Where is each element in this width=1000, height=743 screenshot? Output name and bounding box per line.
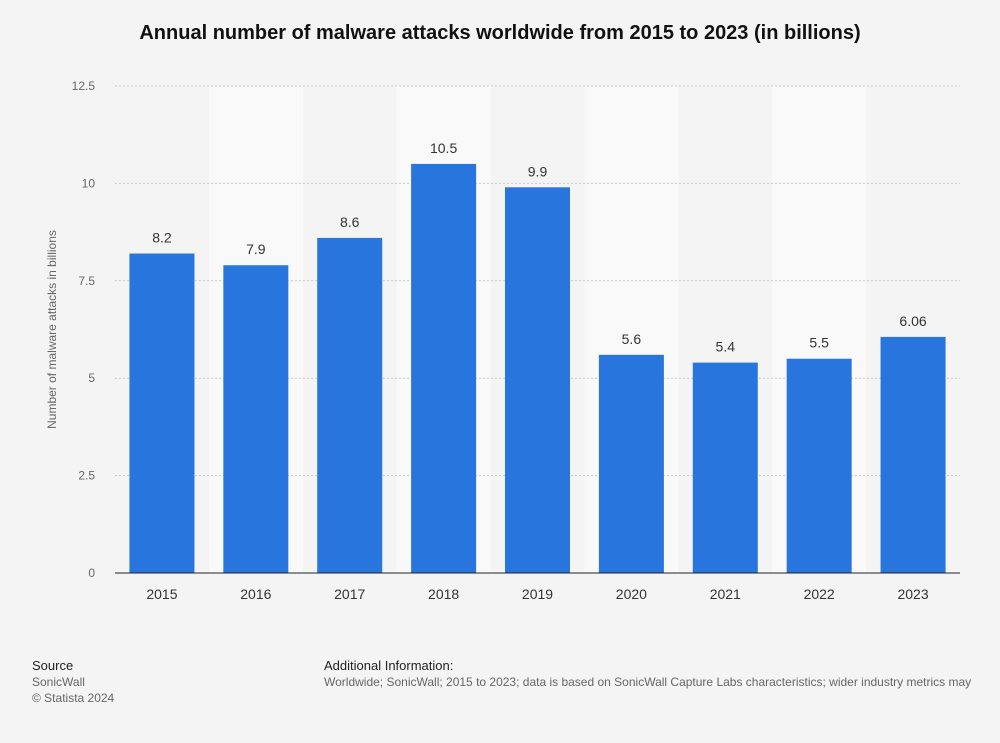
bar[interactable]	[598, 354, 664, 573]
y-tick-label: 12.5	[72, 79, 96, 93]
data-label: 6.06	[899, 313, 926, 329]
bar[interactable]	[411, 163, 477, 574]
y-axis-title: Number of malware attacks in billions	[45, 230, 59, 429]
bar[interactable]	[692, 362, 758, 573]
copyright: © Statista 2024	[32, 691, 115, 705]
y-tick-label: 0	[88, 566, 95, 580]
bar-chart: 0 2.5 5 7.5 10 12.5 8.2 2015 7.9 2016 8.6 2017 10.5 2…	[45, 79, 960, 602]
x-tick-label: 2016	[240, 586, 271, 602]
x-tick-label: 2020	[616, 586, 647, 602]
source-heading: Source	[32, 658, 74, 673]
y-tick-label: 7.5	[78, 274, 95, 288]
bar[interactable]	[317, 237, 383, 573]
x-tick-label: 2023	[897, 586, 928, 602]
data-label: 7.9	[246, 241, 266, 257]
chart-title: Annual number of malware attacks worldwi…	[139, 22, 861, 44]
data-label: 9.9	[528, 163, 548, 179]
data-label: 10.5	[430, 140, 457, 156]
x-tick-label: 2019	[522, 586, 553, 602]
y-tick-label: 5	[88, 371, 95, 385]
x-tick-label: 2021	[710, 586, 741, 602]
x-tick-label: 2015	[146, 586, 177, 602]
bar[interactable]	[129, 253, 195, 573]
bar[interactable]	[505, 187, 570, 573]
bar[interactable]	[786, 358, 852, 573]
data-label: 5.5	[809, 335, 829, 351]
data-label: 5.6	[622, 331, 642, 347]
additional-info-block: Additional Information: Worldwide; Sonic…	[324, 658, 1000, 690]
y-tick-label: 2.5	[78, 469, 95, 483]
data-label: 8.6	[340, 214, 360, 230]
data-label: 8.2	[152, 230, 172, 246]
bar[interactable]	[223, 265, 289, 573]
additional-info-heading: Additional Information:	[324, 658, 454, 673]
data-label: 5.4	[716, 339, 736, 355]
bar[interactable]	[880, 336, 946, 573]
source-block: Source SonicWall © Statista 2024	[32, 658, 114, 706]
y-tick-label: 10	[82, 176, 96, 190]
additional-info-text: Worldwide; SonicWall; 2015 to 2023; data…	[324, 675, 972, 689]
x-tick-label: 2022	[804, 586, 835, 602]
x-tick-label: 2017	[334, 586, 365, 602]
x-tick-label: 2018	[428, 586, 459, 602]
source-name[interactable]: SonicWall	[32, 675, 85, 689]
